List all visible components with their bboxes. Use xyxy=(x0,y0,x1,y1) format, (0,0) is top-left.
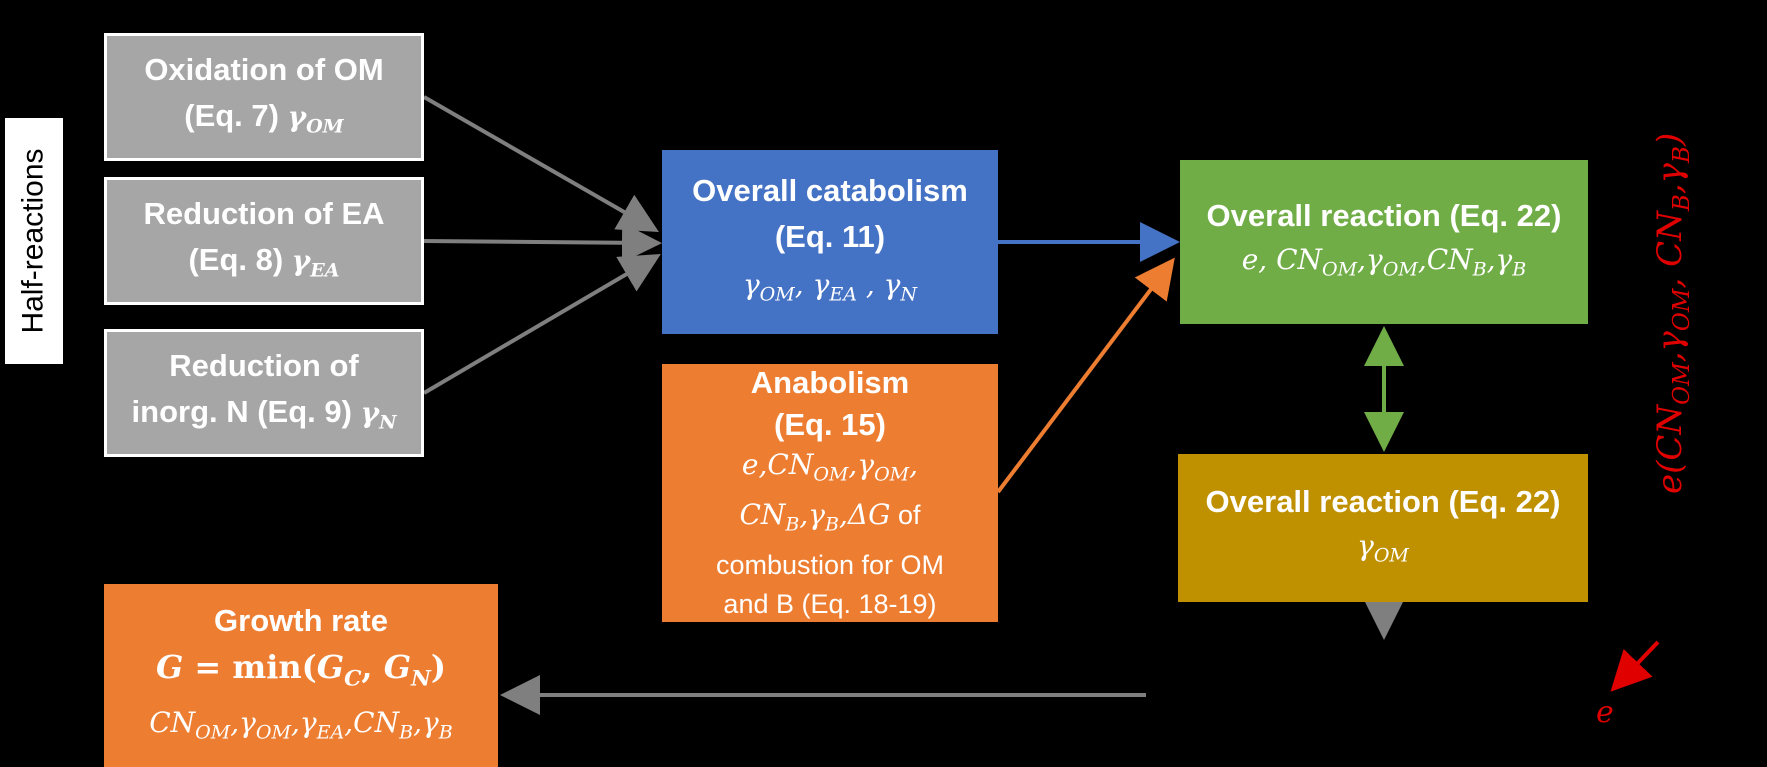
anabolism-title: Anabolism xyxy=(750,365,910,401)
overall-reaction-box: Overall reaction (Eq. 22) e, CNOM,γOM,CN… xyxy=(1180,160,1588,324)
arrow-red-e xyxy=(1610,640,1660,692)
oxidation-eq: (Eq. 7) xyxy=(184,97,279,133)
arrow-oxidation-to-catabolism xyxy=(423,95,659,232)
growth-params: CNOM,γOM,γEA,CNB,γB xyxy=(149,705,453,744)
anabolism-params1: e,CNOM,γOM, xyxy=(741,448,919,486)
reduction-n-title2: inorg. N (Eq. 9) xyxy=(131,393,352,429)
anabolism-text2: and B (Eq. 18-19) xyxy=(723,588,937,619)
red-e-label: e xyxy=(1596,695,1614,730)
anabolism-eq: (Eq. 15) xyxy=(774,407,886,443)
anabolism-text1: combustion for OM xyxy=(715,549,945,580)
growth-title: Growth rate xyxy=(214,602,388,638)
anabolism-box: Anabolism (Eq. 15) e,CNOM,γOM, CNB,γB,ΔG… xyxy=(662,364,998,622)
arrow-anabolism-to-overall xyxy=(996,257,1175,494)
catabolism-title: Overall catabolism xyxy=(692,173,968,209)
oxidation-of-om-box: Oxidation of OM (Eq. 7) γOM xyxy=(104,33,424,161)
growth-rate-box: Growth rate G = min(GC, GN) CNOM,γOM,γEA… xyxy=(104,584,498,767)
overall-reaction-2-params: γOM xyxy=(1357,529,1409,567)
arrow-reduction-ea-to-catabolism xyxy=(423,222,662,263)
red-vertical-formula: e(CNOM,γOM, CNB,γB) xyxy=(1650,132,1696,494)
reduction-of-ea-box: Reduction of EA (Eq. 8) γEA xyxy=(104,177,424,305)
half-reactions-label: Half-reactions xyxy=(5,118,63,364)
growth-formula: G = min(GC, GN) xyxy=(155,647,447,691)
catabolism-params: γOM, γEA , γN xyxy=(742,268,918,306)
reduction-ea-title: Reduction of EA xyxy=(143,195,385,231)
anabolism-params2: CNB,γB,ΔG xyxy=(739,498,891,536)
overall-reaction-title: Overall reaction (Eq. 22) xyxy=(1206,198,1562,234)
reduction-of-inorg-n-box: Reduction of inorg. N (Eq. 9) γN xyxy=(104,329,424,457)
reduction-n-title1: Reduction of xyxy=(169,347,359,383)
catabolism-eq: (Eq. 11) xyxy=(774,219,886,255)
overall-reaction-2-title: Overall reaction (Eq. 22) xyxy=(1205,484,1561,520)
arrow-reduction-n-to-catabolism xyxy=(422,253,661,395)
reduction-ea-eq: (Eq. 8) xyxy=(188,241,284,277)
overall-reaction-2-box: Overall reaction (Eq. 22) γOM xyxy=(1178,454,1588,602)
overall-catabolism-box: Overall catabolism (Eq. 11) γOM, γEA , γ… xyxy=(662,150,998,334)
oxidation-title: Oxidation of OM xyxy=(144,51,384,87)
overall-reaction-params: e, CNOM,γOM,CNB,γB xyxy=(1241,243,1527,281)
